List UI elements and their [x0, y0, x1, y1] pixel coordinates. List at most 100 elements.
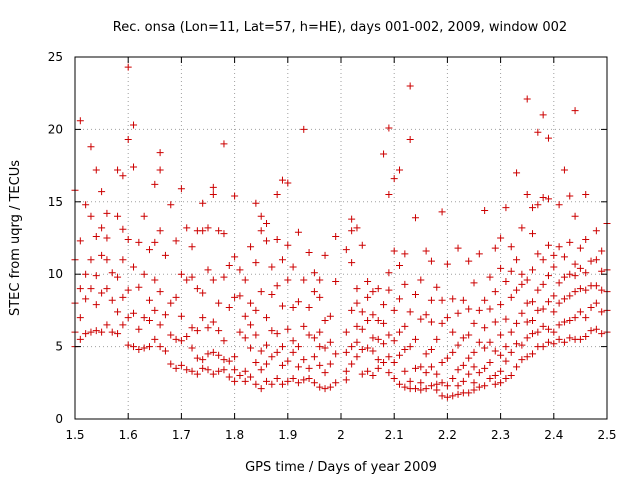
data-point [497, 301, 505, 309]
data-point [220, 366, 228, 374]
data-point [76, 237, 84, 245]
data-point [507, 243, 515, 251]
data-point [220, 273, 228, 281]
data-point [550, 251, 558, 259]
data-point [544, 134, 552, 142]
data-point [252, 331, 260, 339]
data-point [465, 331, 473, 339]
data-point [598, 286, 606, 294]
data-point [523, 299, 531, 307]
data-point [502, 204, 510, 212]
data-point [204, 350, 212, 358]
data-point [380, 340, 388, 348]
data-point [481, 364, 489, 372]
data-point [529, 350, 537, 358]
data-point [438, 392, 446, 400]
data-point [284, 179, 292, 187]
data-point [353, 224, 361, 232]
x-tick-labels: 1.5 1.6 1.7 1.8 1.9 2 2.1 2.2 2.3 2.4 2.5 [65, 428, 616, 442]
data-point [566, 292, 574, 300]
data-point [124, 235, 132, 243]
data-point [544, 195, 552, 203]
data-point [252, 380, 260, 388]
data-point [332, 277, 340, 285]
data-point [305, 364, 313, 372]
x-tick-label: 1.5 [65, 428, 84, 442]
data-point [263, 377, 271, 385]
data-point [396, 351, 404, 359]
data-point [332, 379, 340, 387]
grid [75, 57, 607, 419]
data-point [98, 328, 106, 336]
data-point [326, 312, 334, 320]
data-point [278, 176, 286, 184]
data-point [103, 285, 111, 293]
data-point [411, 385, 419, 393]
data-point [348, 259, 356, 267]
data-point [87, 212, 95, 220]
data-point [406, 82, 414, 90]
data-point [209, 183, 217, 191]
data-point [130, 163, 138, 171]
data-point [92, 327, 100, 335]
data-point [278, 256, 286, 264]
data-point [390, 247, 398, 255]
data-point [369, 288, 377, 296]
data-point [348, 360, 356, 368]
data-point [215, 299, 223, 307]
data-point [396, 295, 404, 303]
data-point [199, 289, 207, 297]
data-point [507, 348, 515, 356]
data-point [161, 311, 169, 319]
data-point [523, 334, 531, 342]
data-point [119, 172, 127, 180]
data-point [151, 276, 159, 284]
data-point [92, 272, 100, 280]
data-point [209, 191, 217, 199]
data-point [348, 343, 356, 351]
data-point [582, 286, 590, 294]
data-point [560, 318, 568, 326]
data-point [353, 285, 361, 293]
data-point [411, 290, 419, 298]
x-tick-label: 1.6 [119, 428, 138, 442]
data-point [566, 270, 574, 278]
data-point [571, 272, 579, 280]
data-point [321, 317, 329, 325]
data-point [130, 121, 138, 129]
data-point [497, 351, 505, 359]
y-tick-label: 25 [48, 50, 63, 64]
data-point [385, 353, 393, 361]
data-point [167, 331, 175, 339]
data-point [486, 338, 494, 346]
data-point [316, 276, 324, 284]
data-point [294, 298, 302, 306]
data-point [390, 337, 398, 345]
data-point [321, 344, 329, 352]
data-point [534, 328, 542, 336]
data-point [310, 288, 318, 296]
data-point [215, 327, 223, 335]
data-point [438, 359, 446, 367]
data-point [401, 345, 409, 353]
data-point [177, 185, 185, 193]
data-point [544, 272, 552, 280]
data-point [555, 299, 563, 307]
data-point [598, 267, 606, 275]
data-point [76, 117, 84, 125]
data-point [491, 318, 499, 326]
data-point [433, 370, 441, 378]
data-point [82, 295, 90, 303]
data-point [124, 286, 132, 294]
data-point [475, 383, 483, 391]
data-point [385, 286, 393, 294]
data-point [529, 230, 537, 238]
data-point [523, 318, 531, 326]
data-point [443, 260, 451, 268]
data-point [481, 206, 489, 214]
data-point [364, 293, 372, 301]
data-point [316, 383, 324, 391]
data-point [534, 250, 542, 258]
data-point [406, 377, 414, 385]
data-point [257, 347, 265, 355]
